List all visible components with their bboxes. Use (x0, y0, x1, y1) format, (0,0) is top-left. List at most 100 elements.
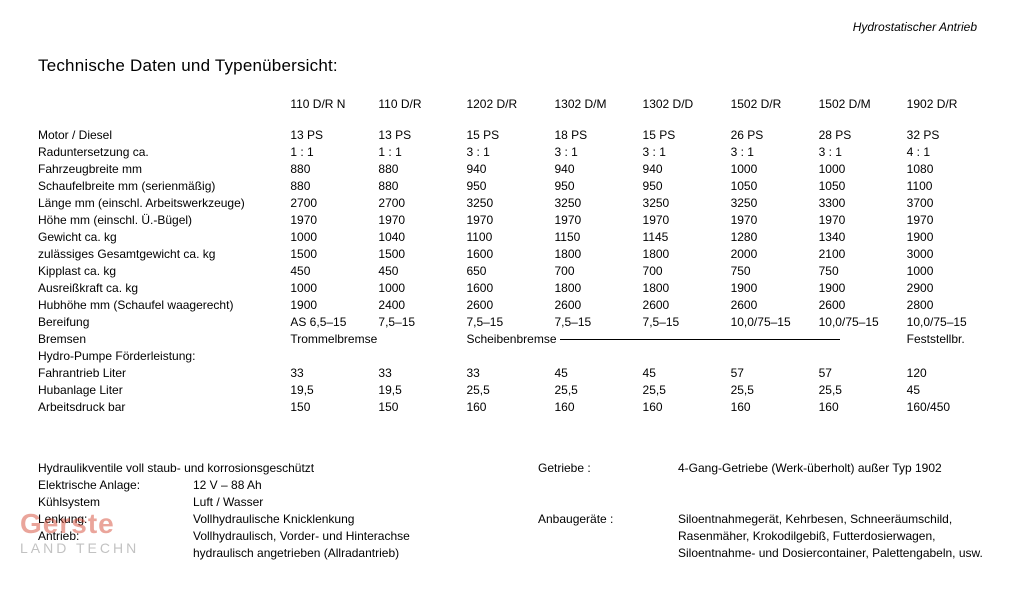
cell: 650 (466, 263, 554, 280)
cell: 950 (643, 178, 731, 195)
cell: 33 (290, 365, 378, 382)
cell: 3250 (554, 195, 642, 212)
cell: 880 (378, 161, 466, 178)
cell: 450 (290, 263, 378, 280)
row-label: Hubhöhe mm (Schaufel waagerecht) (38, 297, 290, 314)
cell: 1040 (378, 229, 466, 246)
cell: 950 (554, 178, 642, 195)
table-row: Schaufelbreite mm (serienmäßig)880880950… (38, 178, 998, 195)
cell: 19,5 (290, 382, 378, 399)
cell: 1340 (819, 229, 907, 246)
cell: 1 : 1 (290, 144, 378, 161)
cell: 3 : 1 (466, 144, 554, 161)
cell: 1970 (554, 212, 642, 229)
cell: 2400 (378, 297, 466, 314)
cell: 1 : 1 (378, 144, 466, 161)
row-label: Gewicht ca. kg (38, 229, 290, 246)
cell: 3 : 1 (554, 144, 642, 161)
row-label: Arbeitsdruck bar (38, 399, 290, 416)
cell: 1050 (731, 178, 819, 195)
cell: 2900 (907, 280, 998, 297)
cell: 2600 (731, 297, 819, 314)
cell: 26 PS (731, 127, 819, 144)
cell: 1000 (290, 280, 378, 297)
cell: 1100 (466, 229, 554, 246)
cell: 33 (466, 365, 554, 382)
row-label: Raduntersetzung ca. (38, 144, 290, 161)
cell: 18 PS (554, 127, 642, 144)
cell: 45 (554, 365, 642, 382)
cell: 57 (819, 365, 907, 382)
brakes-drum: Trommelbremse (290, 331, 466, 348)
cell: 3700 (907, 195, 998, 212)
cell: 1145 (643, 229, 731, 246)
row-label: Motor / Diesel (38, 127, 290, 144)
row-label: Fahrzeugbreite mm (38, 161, 290, 178)
cell: 940 (466, 161, 554, 178)
cell: 3 : 1 (819, 144, 907, 161)
table-row: Hubhöhe mm (Schaufel waagerecht)19002400… (38, 297, 998, 314)
table-row: Länge mm (einschl. Arbeitswerkzeuge)2700… (38, 195, 998, 212)
value-drive-line1: Vollhydraulisch, Vorder- und Hinterachse (193, 528, 558, 545)
cell: 160 (466, 399, 554, 416)
cell: 3250 (643, 195, 731, 212)
column-header: 1302 D/D (643, 96, 731, 127)
cell: 7,5–15 (466, 314, 554, 331)
cell: 3250 (466, 195, 554, 212)
cell: 1280 (731, 229, 819, 246)
cell: 1900 (290, 297, 378, 314)
cell: 25,5 (643, 382, 731, 399)
cell: 15 PS (466, 127, 554, 144)
row-label: Bremsen (38, 331, 290, 348)
cell: 1900 (731, 280, 819, 297)
cell: 1500 (378, 246, 466, 263)
row-label: Ausreißkraft ca. kg (38, 280, 290, 297)
cell: 4 : 1 (907, 144, 998, 161)
cell: 10,0/75–15 (819, 314, 907, 331)
cell: 700 (643, 263, 731, 280)
table-row: Fahrzeugbreite mm88088094094094010001000… (38, 161, 998, 178)
table-row: Fahrantrieb Liter33333345455757120 (38, 365, 998, 382)
cell: 1500 (290, 246, 378, 263)
row-label: Fahrantrieb Liter (38, 365, 290, 382)
table-row: Kipplast ca. kg4504506507007007507501000 (38, 263, 998, 280)
cell: 950 (466, 178, 554, 195)
table-row-hydro-label: Hydro-Pumpe Förderleistung: (38, 348, 998, 365)
cell: 1970 (907, 212, 998, 229)
cell: 2000 (731, 246, 819, 263)
table-row: Arbeitsdruck bar150150160160160160160160… (38, 399, 998, 416)
cell: 120 (907, 365, 998, 382)
cell: 1970 (466, 212, 554, 229)
table-row: Motor / Diesel13 PS13 PS15 PS18 PS15 PS2… (38, 127, 998, 144)
header-spacer (38, 96, 290, 127)
cell: 13 PS (378, 127, 466, 144)
label-steering: Lenkung: (38, 511, 193, 528)
row-label: Hydro-Pumpe Förderleistung: (38, 348, 998, 365)
value-drive-line2: hydraulisch angetrieben (Allradantrieb) (193, 545, 558, 562)
row-label: Bereifung (38, 314, 290, 331)
cell: 160/450 (907, 399, 998, 416)
cell: 160 (731, 399, 819, 416)
cell: 25,5 (554, 382, 642, 399)
cell: 700 (554, 263, 642, 280)
cell: 25,5 (731, 382, 819, 399)
cell: 2600 (554, 297, 642, 314)
cell: 13 PS (290, 127, 378, 144)
column-header: 1302 D/M (554, 96, 642, 127)
spec-table: 110 D/R N110 D/R1202 D/R1302 D/M1302 D/D… (38, 96, 998, 416)
cell: 1080 (907, 161, 998, 178)
cell: 1970 (819, 212, 907, 229)
table-header-row: 110 D/R N110 D/R1202 D/R1302 D/M1302 D/D… (38, 96, 998, 127)
cell: 25,5 (466, 382, 554, 399)
cell: 1970 (378, 212, 466, 229)
row-label: zulässiges Gesamtgewicht ca. kg (38, 246, 290, 263)
cell: 1000 (907, 263, 998, 280)
cell: 15 PS (643, 127, 731, 144)
cell: 3300 (819, 195, 907, 212)
cell: 880 (290, 178, 378, 195)
section-title: Technische Daten und Typenübersicht: (38, 56, 338, 76)
cell: 7,5–15 (643, 314, 731, 331)
column-header: 1902 D/R (907, 96, 998, 127)
value-attachments-line1: Siloentnahmegerät, Kehrbesen, Schneeräum… (678, 511, 1008, 528)
cell: 3 : 1 (731, 144, 819, 161)
